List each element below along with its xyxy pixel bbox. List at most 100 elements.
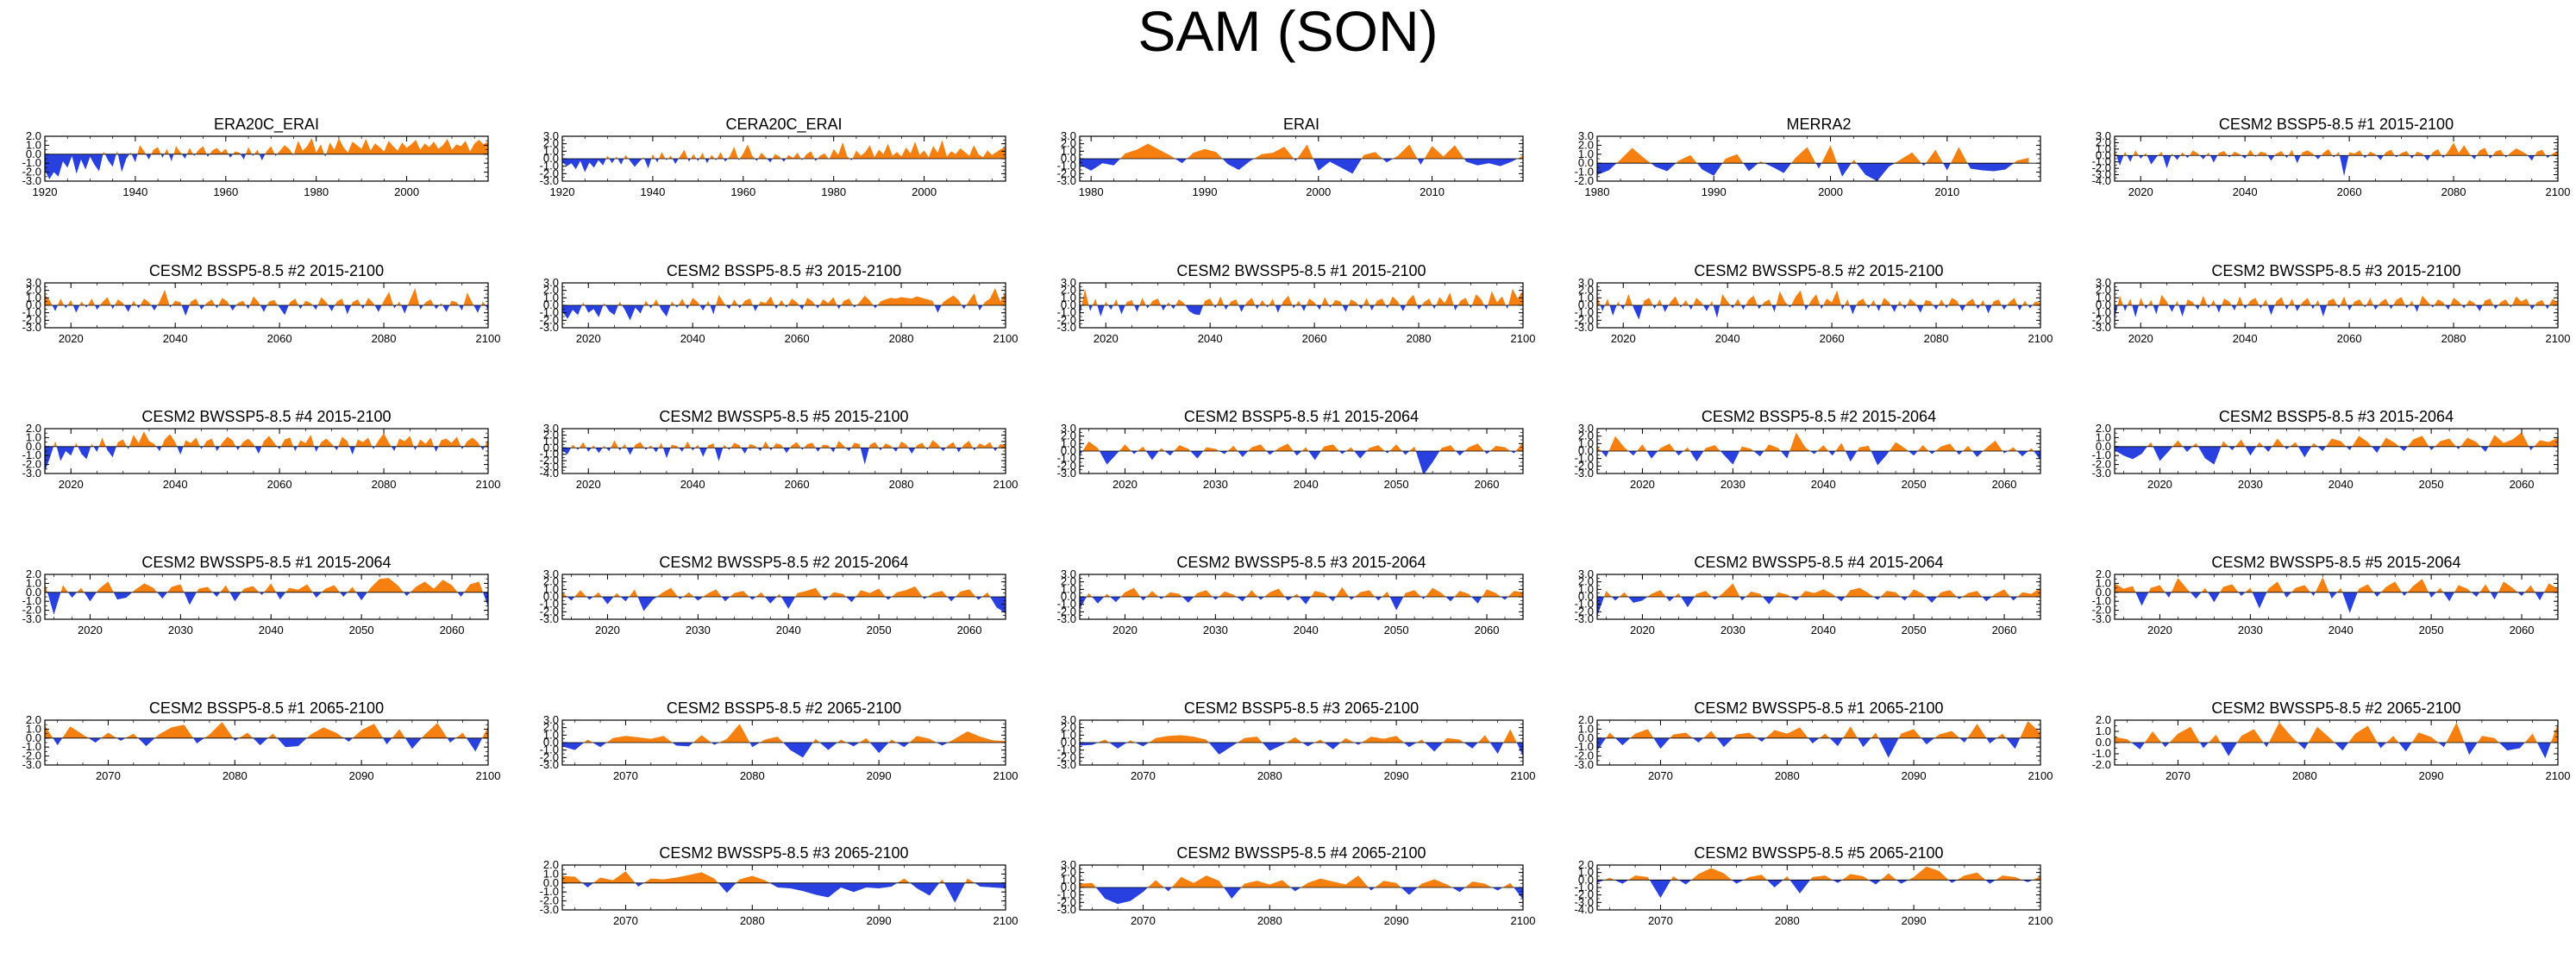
negative-area bbox=[1766, 880, 1783, 887]
y-tick-label: 2.0 bbox=[1061, 721, 1076, 734]
chart-title: CESM2 BWSSP5-8.5 #4 2015-2064 bbox=[1694, 554, 1943, 571]
positive-area bbox=[703, 589, 722, 597]
positive-area bbox=[642, 157, 645, 159]
negative-area bbox=[1382, 159, 1394, 163]
positive-area bbox=[1482, 589, 1501, 597]
negative-area bbox=[1890, 305, 1898, 312]
panel-28: CESM2 BWSSP5-8.5 #5 2065-2100 2.0 1.0 0.0 -1… bbox=[1554, 839, 2053, 929]
negative-area bbox=[2527, 155, 2535, 161]
negative-area bbox=[1453, 305, 1458, 311]
y-tick-label: -3.0 bbox=[1575, 758, 1594, 771]
negative-area bbox=[2131, 743, 2145, 749]
negative-area bbox=[2310, 305, 2316, 310]
positive-area bbox=[668, 155, 673, 159]
negative-area bbox=[672, 159, 679, 165]
positive-area bbox=[1454, 591, 1472, 597]
positive-area bbox=[417, 437, 435, 447]
negative-area bbox=[1275, 305, 1282, 313]
negative-area bbox=[1088, 305, 1093, 311]
positive-area bbox=[1403, 590, 1421, 597]
negative-area bbox=[1609, 305, 1617, 317]
y-tick-label: 0.0 bbox=[1061, 444, 1076, 457]
positive-area bbox=[670, 301, 675, 305]
negative-area bbox=[2464, 743, 2478, 756]
negative-area bbox=[2259, 305, 2263, 309]
y-tick-label: -2.0 bbox=[540, 750, 559, 763]
panel-25: CESM2 BWSSP5-8.5 #2 2065-2100 2.0 1.0 0.0 -1… bbox=[2071, 694, 2571, 784]
x-tick-label: 2100 bbox=[2028, 769, 2053, 782]
negative-area bbox=[2347, 305, 2353, 311]
negative-area bbox=[1109, 743, 1127, 749]
y-tick-label: -1.0 bbox=[540, 885, 559, 898]
positive-area bbox=[1967, 724, 1987, 738]
y-tick-label: 1.0 bbox=[26, 138, 41, 151]
negative-area bbox=[434, 446, 439, 453]
y-tick-label: -1.0 bbox=[2092, 747, 2111, 760]
chart-svg: CESM2 BWSSP5-8.5 #1 2065-2100 2.01.00.0-1… bbox=[1575, 699, 2053, 782]
y-tick-label: -3.0 bbox=[2092, 168, 2111, 181]
negative-area bbox=[755, 159, 758, 161]
x-tick-label: 2000 bbox=[394, 185, 419, 198]
negative-area bbox=[2334, 743, 2349, 751]
x-tick-label: 2030 bbox=[2238, 624, 2263, 637]
x-tick-label: 2050 bbox=[349, 624, 374, 637]
chart-svg: CESM2 BSSP5-8.5 #1 2065-2100 2.01.00.0-1.… bbox=[22, 699, 501, 782]
x-tick-label: 2080 bbox=[2441, 332, 2466, 345]
positive-area bbox=[2189, 150, 2200, 156]
positive-area bbox=[1991, 589, 2011, 597]
x-tick-label: 1990 bbox=[1702, 185, 1727, 198]
positive-area bbox=[1254, 147, 1294, 159]
negative-area bbox=[1313, 159, 1362, 174]
negative-area bbox=[2173, 155, 2181, 160]
negative-area bbox=[672, 743, 693, 747]
negative-area bbox=[1849, 305, 1857, 315]
y-tick-label: -1.0 bbox=[1057, 452, 1076, 465]
positive-area bbox=[829, 141, 850, 159]
y-tick-label: -1.0 bbox=[1057, 160, 1076, 172]
y-tick-label: 2.0 bbox=[543, 721, 559, 734]
negative-area bbox=[1620, 305, 1625, 310]
negative-area bbox=[2504, 155, 2508, 158]
negative-area bbox=[659, 305, 671, 317]
positive-area bbox=[1670, 732, 1693, 738]
x-tick-label: 2100 bbox=[1511, 914, 1536, 927]
negative-area bbox=[780, 597, 796, 609]
x-tick-label: 2020 bbox=[576, 478, 601, 491]
chart-svg: CESM2 BSSP5-8.5 #1 2015-2064 3.02.01.00.0… bbox=[1057, 408, 1524, 491]
negative-area bbox=[1420, 597, 1426, 599]
positive-area bbox=[2492, 149, 2505, 156]
positive-area bbox=[2482, 298, 2494, 305]
negative-area bbox=[1208, 743, 1238, 755]
positive-area bbox=[945, 442, 956, 448]
positive-area bbox=[1799, 589, 1836, 597]
chart-svg: CESM2 BWSSP5-8.5 #3 2015-2100 3.02.01.00.… bbox=[2092, 262, 2571, 345]
negative-area bbox=[892, 448, 899, 452]
negative-area bbox=[2498, 743, 2525, 751]
negative-area bbox=[312, 592, 322, 599]
positive-area bbox=[1314, 739, 1325, 743]
positive-area bbox=[265, 146, 275, 154]
negative-area bbox=[1110, 597, 1121, 603]
positive-area bbox=[1146, 591, 1159, 597]
positive-area bbox=[1281, 295, 1293, 305]
positive-area bbox=[648, 445, 653, 448]
series-area bbox=[45, 431, 488, 472]
positive-area bbox=[2534, 437, 2558, 447]
y-tick-label: -3.0 bbox=[2092, 467, 2111, 480]
positive-area bbox=[852, 140, 1006, 159]
negative-area bbox=[1896, 880, 1908, 884]
chart-title: ERA20C_ERAI bbox=[214, 116, 319, 134]
chart-title: CESM2 BWSSP5-8.5 #5 2015-2100 bbox=[659, 408, 908, 425]
y-tick-label: -2.0 bbox=[1057, 605, 1076, 618]
negative-area bbox=[1858, 737, 1871, 748]
positive-area bbox=[1606, 732, 1615, 738]
negative-area bbox=[277, 737, 307, 748]
y-tick-label: 2.0 bbox=[1061, 430, 1076, 442]
negative-area bbox=[2471, 155, 2477, 160]
panel-23: CESM2 BSSP5-8.5 #3 2065-2100 3.0 2.0 1.0 0.0… bbox=[1037, 694, 1536, 784]
y-tick-label: -2.0 bbox=[22, 313, 41, 326]
negative-area bbox=[259, 154, 266, 161]
negative-area bbox=[2410, 155, 2415, 159]
positive-area bbox=[2220, 584, 2239, 593]
x-tick-label: 1980 bbox=[1585, 185, 1610, 198]
